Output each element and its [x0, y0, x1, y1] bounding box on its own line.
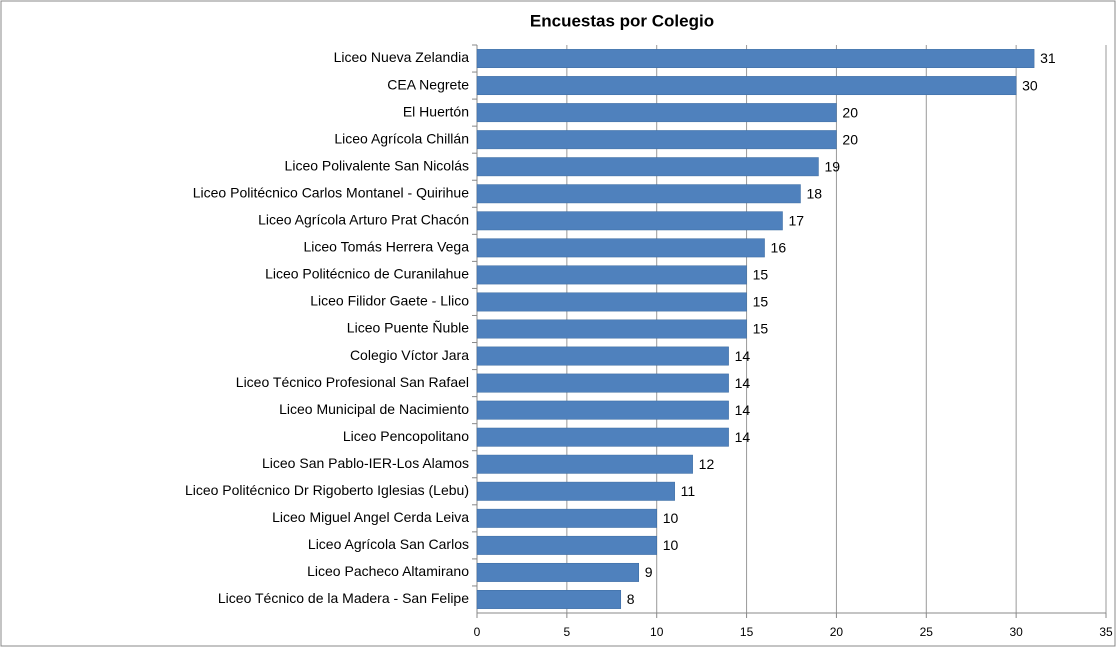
bar	[476, 103, 837, 123]
x-tick-label: 15	[740, 625, 754, 639]
y-tick-label: Liceo Técnico Profesional San Rafael	[236, 374, 469, 390]
x-tick-label: 25	[920, 625, 934, 639]
bar	[476, 400, 729, 420]
data-label: 9	[645, 564, 653, 580]
bar	[476, 535, 657, 555]
bar	[476, 292, 747, 312]
data-label: 14	[735, 429, 751, 445]
y-tick-label: Liceo Pencopolitano	[343, 428, 469, 444]
bar	[476, 211, 783, 231]
bar	[476, 76, 1017, 96]
bar	[476, 346, 729, 366]
x-tick-label: 10	[650, 625, 664, 639]
y-tick-label: Colegio Víctor Jara	[350, 347, 469, 363]
bar	[476, 373, 729, 393]
data-label: 30	[1022, 77, 1038, 93]
y-tick-label: CEA Negrete	[387, 76, 469, 92]
bar	[476, 49, 1035, 68]
bar	[476, 184, 801, 204]
bar	[476, 562, 639, 582]
bar	[476, 427, 729, 447]
data-label: 20	[842, 104, 858, 120]
y-tick-label: Liceo Pacheco Altamirano	[307, 563, 469, 579]
bar	[476, 590, 622, 609]
data-label: 16	[771, 240, 787, 256]
y-tick-label: Liceo Técnico de la Madera - San Felipe	[218, 590, 469, 606]
y-tick-label: Liceo San Pablo-IER-Los Alamos	[262, 455, 469, 471]
y-tick-label: Liceo Municipal de Nacimiento	[279, 401, 469, 417]
x-tick-label: 35	[1099, 625, 1113, 639]
bar	[476, 238, 765, 258]
y-tick-label: Liceo Miguel Angel Cerda Leiva	[272, 509, 469, 525]
bar	[476, 157, 819, 177]
data-label: 10	[663, 537, 679, 553]
data-label: 15	[753, 321, 769, 337]
data-label: 18	[806, 185, 822, 201]
data-label: 8	[627, 591, 635, 607]
data-label: 14	[735, 375, 751, 391]
y-tick-label: Liceo Politécnico Dr Rigoberto Iglesias …	[185, 482, 469, 498]
y-tick-label: Liceo Polivalente San Nicolás	[285, 157, 469, 173]
x-tick-label: 5	[564, 625, 571, 639]
chart-title: Encuestas por Colegio	[530, 11, 714, 30]
data-label: 14	[735, 348, 751, 364]
bar	[476, 130, 837, 150]
bar	[476, 265, 747, 285]
data-label: 17	[789, 213, 805, 229]
x-tick-label: 20	[830, 625, 844, 639]
data-label: 14	[735, 402, 751, 418]
data-label: 11	[681, 483, 696, 499]
y-tick-label: Liceo Agrícola Chillán	[334, 130, 469, 146]
y-tick-label: Liceo Filidor Gaete - Llico	[310, 293, 469, 309]
y-tick-label: Liceo Tomás Herrera Vega	[304, 239, 470, 255]
data-label: 10	[663, 510, 679, 526]
bar	[476, 319, 747, 339]
data-label: 19	[824, 158, 840, 174]
y-tick-label: Liceo Politécnico Carlos Montanel - Quir…	[193, 184, 469, 200]
y-tick-label: Liceo Agrícola San Carlos	[308, 536, 469, 552]
y-tick-label: El Huertón	[403, 103, 469, 119]
y-tick-label: Liceo Agrícola Arturo Prat Chacón	[258, 212, 469, 228]
x-tick-label: 0	[474, 625, 481, 639]
y-tick-label: Liceo Politécnico de Curanilahue	[265, 266, 469, 282]
data-label: 31	[1040, 50, 1056, 66]
bar	[476, 508, 657, 528]
x-tick-label: 30	[1009, 625, 1023, 639]
bar	[476, 454, 693, 474]
data-label: 12	[699, 456, 715, 472]
data-label: 20	[842, 131, 858, 147]
bar	[476, 481, 675, 501]
data-label: 15	[753, 267, 769, 283]
data-label: 15	[753, 294, 769, 310]
y-tick-label: Liceo Puente Ñuble	[347, 320, 469, 336]
y-tick-label: Liceo Nueva Zelandia	[334, 49, 470, 65]
